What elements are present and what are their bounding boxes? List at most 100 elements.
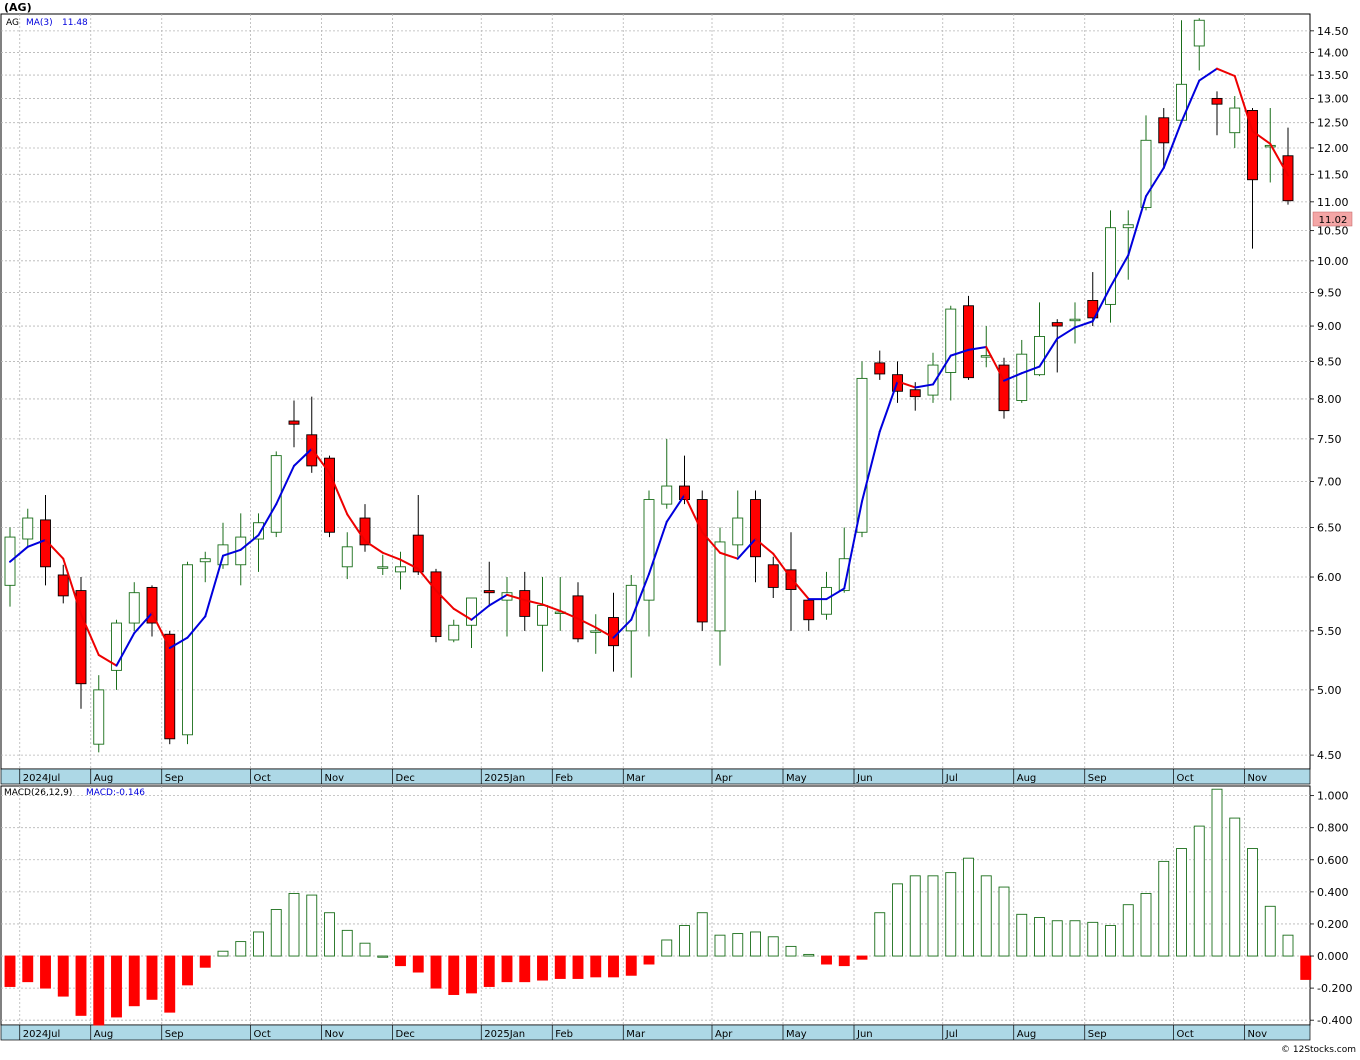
- macd-bar: [341, 929, 353, 957]
- ma-segment: [1056, 326, 1076, 340]
- price-axis-label: 5.50: [1317, 625, 1342, 638]
- candle-body: [270, 455, 282, 533]
- candle-body: [1087, 300, 1099, 319]
- ma-segment: [452, 607, 473, 621]
- macd-bar: [22, 955, 34, 983]
- price-axis-label: 13.00: [1317, 92, 1349, 105]
- candle-body: [856, 377, 868, 533]
- macd-bar: [838, 955, 850, 967]
- price-date-label: Dec: [396, 773, 415, 784]
- candle: [377, 554, 389, 575]
- macd-bar: [270, 909, 282, 957]
- candle: [537, 577, 548, 672]
- candle: [199, 551, 211, 583]
- macd-date-label: Feb: [555, 1029, 573, 1040]
- price-axis-label: 9.50: [1317, 287, 1342, 300]
- ma-segment: [26, 538, 47, 548]
- macd-bar: [856, 955, 868, 960]
- ma-segment: [914, 383, 934, 389]
- macd-date-axis-band: [0, 1024, 1311, 1041]
- candle: [359, 504, 371, 552]
- macd-bar: [1069, 920, 1081, 957]
- candle: [1069, 302, 1081, 344]
- candle: [927, 352, 939, 403]
- candle-body: [430, 571, 442, 637]
- candle-body: [643, 499, 655, 601]
- ma-segment: [1145, 166, 1165, 198]
- ma-segment: [1180, 79, 1201, 123]
- macd-bar: [57, 955, 69, 997]
- ma-segment: [949, 348, 970, 357]
- candle: [395, 551, 406, 590]
- macd-bar: [537, 955, 548, 981]
- candle-body: [412, 534, 424, 573]
- candle-body: [111, 622, 122, 671]
- candle-body: [128, 592, 140, 624]
- macd-bar: [1282, 934, 1294, 957]
- candle-body: [199, 558, 211, 563]
- macd-bar: [998, 886, 1010, 957]
- macd-bar: [93, 955, 105, 1026]
- candle-body: [22, 517, 34, 540]
- price-axis-label: 11.50: [1317, 168, 1349, 181]
- price-panel-frame: [0, 13, 1311, 770]
- price-axis-label: 8.00: [1317, 393, 1342, 406]
- candle: [448, 619, 460, 643]
- macd-axis-label: 0.000: [1317, 950, 1349, 963]
- macd-date-label: 2025Jan: [484, 1029, 525, 1040]
- price-date-label: May: [786, 773, 807, 784]
- candle-body: [40, 519, 51, 568]
- gridlines: [1, 14, 1310, 1025]
- macd-bar: [483, 955, 495, 987]
- candle-body: [93, 689, 105, 745]
- ma-segment: [417, 567, 437, 592]
- ma-segment: [1109, 254, 1130, 288]
- price-date-label: Nov: [325, 773, 345, 784]
- macd-bar: [164, 955, 176, 1013]
- ma-segment: [1162, 120, 1183, 169]
- ma-segment: [506, 593, 526, 602]
- ma-segment: [399, 558, 420, 570]
- macd-bar: [1087, 921, 1099, 957]
- ma-segment: [577, 617, 597, 629]
- macd-bar: [217, 950, 229, 957]
- macd-bar: [128, 955, 140, 1007]
- ma-segment: [257, 503, 278, 537]
- ma-segment: [825, 587, 846, 601]
- macd-date-label: Apr: [715, 1029, 733, 1040]
- candle: [288, 400, 300, 448]
- ma-segment: [790, 577, 810, 601]
- macd-bar: [146, 955, 158, 1000]
- macd-bar: [1158, 860, 1170, 957]
- candle-body: [608, 617, 619, 647]
- macd-bar: [1211, 788, 1223, 957]
- ma-segment: [115, 632, 136, 667]
- price-date-label: Sep: [165, 773, 184, 784]
- ma-segment: [736, 538, 757, 560]
- price-date-label: Nov: [1248, 773, 1268, 784]
- candle-body: [1140, 139, 1152, 208]
- macd-date-label: Nov: [325, 1029, 345, 1040]
- ma-segment: [630, 572, 650, 621]
- candle-body: [998, 364, 1010, 412]
- ma-segment: [523, 599, 544, 606]
- candle-body: [57, 574, 69, 597]
- macd-bar: [927, 875, 939, 957]
- macd-legend-label: MACD(26,12,9): [4, 788, 72, 798]
- macd-bar: [1176, 848, 1187, 957]
- candle-body: [537, 605, 548, 626]
- candle: [412, 495, 424, 575]
- macd-bar: [874, 912, 886, 957]
- ma-segment: [967, 346, 988, 351]
- candle: [945, 305, 957, 401]
- candle: [1282, 127, 1294, 205]
- macd-bar: [1034, 917, 1045, 957]
- candle: [1087, 272, 1099, 327]
- candle: [466, 597, 477, 648]
- macd-bar: [412, 955, 424, 973]
- candle: [1193, 18, 1205, 71]
- macd-bar: [253, 931, 264, 957]
- price-axis-label: 10.00: [1317, 255, 1349, 268]
- ma-segment: [346, 513, 366, 542]
- macd-bar: [4, 955, 16, 987]
